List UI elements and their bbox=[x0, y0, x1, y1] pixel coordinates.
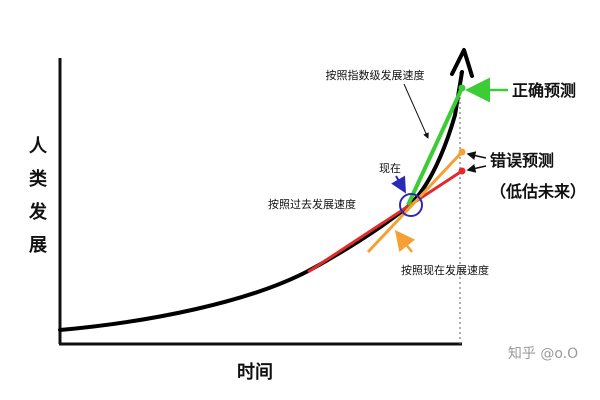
current-rate-line bbox=[366, 150, 464, 254]
exponential-label-pointer bbox=[403, 83, 429, 139]
watermark: 知乎 @o.O bbox=[508, 345, 578, 362]
wrong-prediction-label: 错误预测 bbox=[490, 151, 554, 170]
exponential-rate-line bbox=[406, 87, 464, 206]
past-rate-endpoint bbox=[458, 167, 466, 175]
x-axis-label: 时间 bbox=[237, 362, 273, 383]
correct-prediction-label: 正确预测 bbox=[512, 81, 576, 100]
curve-arrowhead bbox=[450, 48, 474, 78]
past-rate-label: 按照过去发展速度 bbox=[268, 197, 356, 211]
now-circle bbox=[399, 193, 423, 217]
y-axis-label-1: 人 bbox=[29, 136, 48, 157]
current-rate-endpoint bbox=[458, 148, 466, 156]
y-axis-label-4: 展 bbox=[29, 235, 48, 256]
wrong-prediction-arrow-bottom bbox=[466, 163, 487, 173]
current-rate-label: 按照现在发展速度 bbox=[401, 263, 489, 277]
y-axis-label-3: 发 bbox=[28, 201, 48, 223]
now-arrow bbox=[391, 175, 406, 194]
underestimate-label: （低估未来） bbox=[490, 182, 586, 201]
past-rate-line bbox=[307, 169, 463, 274]
wrong-prediction-arrow-top bbox=[466, 151, 487, 161]
current-rate-arrow bbox=[394, 230, 416, 253]
exponential-rate-endpoint bbox=[458, 84, 466, 92]
exponential-rate-label: 按照指数级发展速度 bbox=[326, 68, 425, 82]
now-label: 现在 bbox=[379, 162, 401, 175]
growth-curve bbox=[58, 70, 464, 332]
y-axis-label-2: 类 bbox=[29, 168, 48, 190]
